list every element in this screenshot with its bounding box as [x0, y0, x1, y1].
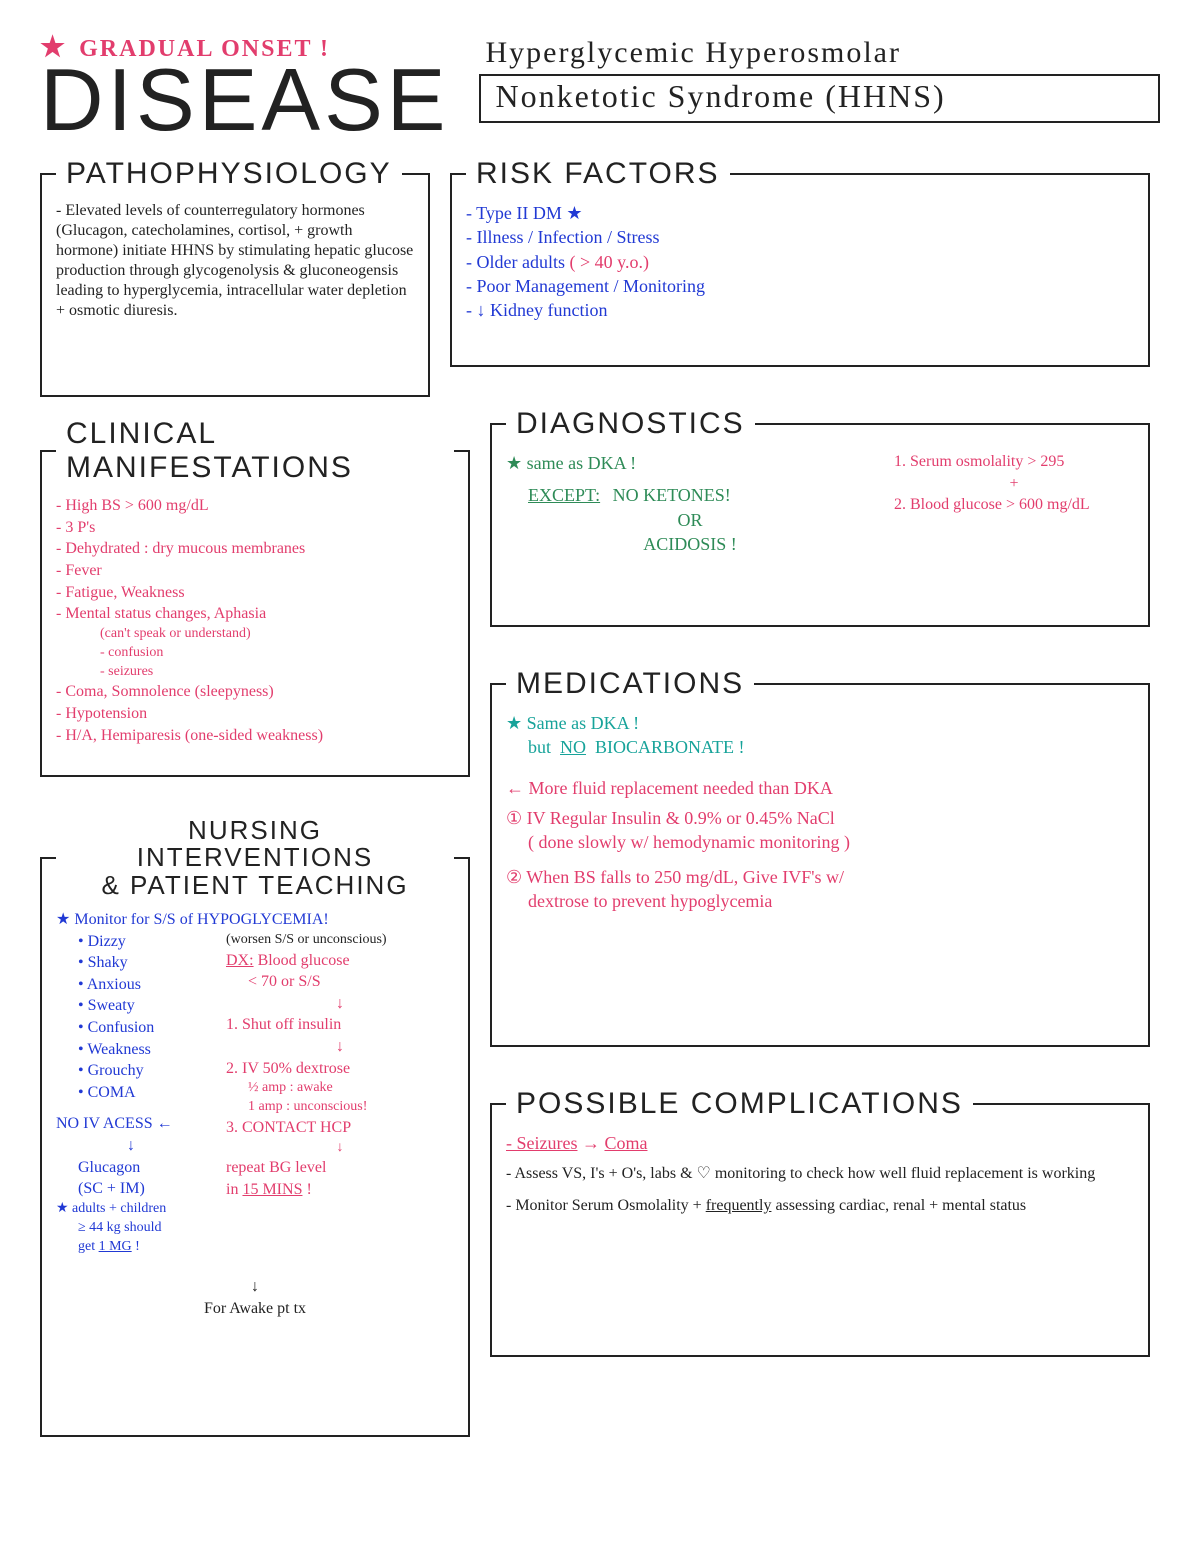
clin-item: - Dehydrated : dry mucous membranes: [56, 538, 454, 560]
diag-plus: +: [894, 473, 1134, 495]
step2a: ½ amp : awake: [226, 1079, 454, 1098]
clin-item: - Hypotension: [56, 703, 454, 725]
nursing-box: Nursing Interventions & Patient Teaching…: [40, 817, 470, 1437]
pathophysiology-box: Pathophysiology - Elevated levels of cou…: [40, 157, 430, 397]
header: ★ GRADUAL ONSET ! DISEASE Hyperglycemic …: [40, 30, 1160, 139]
title-line1: Hyperglycemic Hyperosmolar: [479, 36, 1160, 70]
arrow-icon: ↓: [226, 1036, 454, 1058]
comp-l3: - Monitor Serum Osmolality + frequently …: [506, 1195, 1134, 1217]
worsen: (worsen S/S or unconscious): [226, 931, 454, 950]
clinical-manifestations-box: Clinical Manifestations - High BS > 600 …: [40, 417, 470, 777]
awake: For Awake pt tx: [56, 1298, 454, 1320]
arrow-down-icon: ↓: [56, 1135, 206, 1157]
clin-item: - Coma, Somnolence (sleepyness): [56, 681, 454, 703]
ss-item: • Dizzy: [56, 931, 206, 953]
clin-item: - High BS > 600 mg/dL: [56, 495, 454, 517]
risk-item: - Poor Management / Monitoring: [466, 274, 1134, 298]
clin-item: - confusion: [56, 644, 454, 663]
risk-item: - ↓ Kidney function: [466, 298, 1134, 322]
risk-item: - Illness / Infection / Stress: [466, 225, 1134, 249]
meds-line: ( done slowly w/ hemodynamic monitoring …: [506, 830, 1134, 854]
header-left: ★ GRADUAL ONSET ! DISEASE: [40, 30, 449, 139]
step2b: 1 amp : unconscious!: [226, 1098, 454, 1117]
risk-factors-box: Risk Factors - Type II DM ★ - Illness / …: [450, 157, 1150, 367]
disease-label: DISEASE: [40, 60, 449, 139]
diag-acidosis: ACIDOSIS !: [506, 532, 874, 556]
diag-legend: Diagnostics: [506, 407, 755, 441]
step1: 1. Shut off insulin: [226, 1014, 454, 1036]
repeat: repeat BG level: [226, 1157, 454, 1179]
ss-item: • Anxious: [56, 974, 206, 996]
diag-or: OR: [506, 508, 874, 532]
glucagon: Glucagon: [56, 1157, 206, 1179]
repeat2: in 15 MINS !: [226, 1179, 454, 1201]
complications-box: Possible Complications - Seizures → Coma…: [490, 1087, 1150, 1357]
clin-legend: Clinical Manifestations: [56, 417, 454, 485]
content-grid: Pathophysiology - Elevated levels of cou…: [40, 157, 1160, 1457]
ss-item: • COMA: [56, 1082, 206, 1104]
title-box: Nonketotic Syndrome (HHNS): [479, 74, 1160, 123]
risk-legend: Risk Factors: [466, 157, 730, 191]
ss-item: • Confusion: [56, 1017, 206, 1039]
clin-item: - seizures: [56, 663, 454, 682]
ss-item: • Weakness: [56, 1039, 206, 1061]
diag-r1: 1. Serum osmolality > 295: [894, 451, 1134, 473]
dx: DX: Blood glucose: [226, 950, 454, 972]
no-iv: NO IV ACESS ←: [56, 1113, 206, 1135]
nurse-ss-col: • Dizzy • Shaky • Anxious • Sweaty • Con…: [56, 931, 206, 1257]
glucagon2: (SC + IM): [56, 1178, 206, 1200]
meds-legend: Medications: [506, 667, 754, 701]
step3: 3. CONTACT HCP: [226, 1117, 454, 1139]
clin-item: (can't speak or understand): [56, 625, 454, 644]
dose: ★ adults + children: [56, 1200, 206, 1219]
ss-item: • Grouchy: [56, 1060, 206, 1082]
header-right: Hyperglycemic Hyperosmolar Nonketotic Sy…: [479, 30, 1160, 123]
dose2: ≥ 44 kg should: [56, 1219, 206, 1238]
comp-l2: - Assess VS, I's + O's, labs & ♡ monitor…: [506, 1163, 1134, 1185]
meds-same: ★ Same as DKA !: [506, 711, 1134, 735]
diag-left: ★ same as DKA ! EXCEPT: NO KETONES! OR A…: [506, 451, 874, 556]
comp-legend: Possible Complications: [506, 1087, 973, 1121]
nurse-cols: • Dizzy • Shaky • Anxious • Sweaty • Con…: [56, 931, 454, 1257]
diag-content: ★ same as DKA ! EXCEPT: NO KETONES! OR A…: [506, 451, 1134, 556]
meds-line: ← More fluid replacement needed than DKA: [506, 776, 1134, 800]
risk-item: - Older adults ( > 40 y.o.): [466, 250, 1134, 274]
nurse-monitor: ★ Monitor for S/S of HYPOGLYCEMIA!: [56, 909, 454, 931]
arrow-icon: ↓: [226, 1139, 454, 1158]
ss-item: • Sweaty: [56, 995, 206, 1017]
nurse-steps-col: (worsen S/S or unconscious) DX: Blood gl…: [226, 931, 454, 1257]
arrow-icon: ↓: [226, 993, 454, 1015]
patho-text: - Elevated levels of counterregulatory h…: [56, 201, 414, 321]
meds-line: ① IV Regular Insulin & 0.9% or 0.45% NaC…: [506, 806, 1134, 830]
step2: 2. IV 50% dextrose: [226, 1058, 454, 1080]
meds-but: but NO BIOCARBONATE !: [506, 735, 1134, 759]
risk-item: - Type II DM ★: [466, 201, 1134, 225]
diag-except: EXCEPT: NO KETONES!: [506, 483, 874, 507]
dose3: get 1 MG !: [56, 1238, 206, 1257]
comp-l1: - Seizures → Coma: [506, 1131, 1134, 1155]
clin-item: - Fatigue, Weakness: [56, 582, 454, 604]
meds-line: ② When BS falls to 250 mg/dL, Give IVF's…: [506, 865, 1134, 889]
dx2: < 70 or S/S: [226, 971, 454, 993]
clin-item: - Mental status changes, Aphasia: [56, 603, 454, 625]
meds-line: dextrose to prevent hypoglycemia: [506, 889, 1134, 913]
diagnostics-box: Diagnostics ★ same as DKA ! EXCEPT: NO K…: [490, 407, 1150, 627]
diag-same: ★ same as DKA !: [506, 451, 874, 475]
awake-arrow-icon: ↓: [56, 1276, 454, 1298]
ss-item: • Shaky: [56, 952, 206, 974]
diag-r2: 2. Blood glucose > 600 mg/dL: [894, 494, 1134, 516]
diag-right: 1. Serum osmolality > 295 + 2. Blood glu…: [894, 451, 1134, 556]
medications-box: Medications ★ Same as DKA ! but NO BIOCA…: [490, 667, 1150, 1047]
clin-item: - Fever: [56, 560, 454, 582]
nurse-legend: Nursing Interventions & Patient Teaching: [56, 817, 454, 899]
clin-item: - H/A, Hemiparesis (one-sided weakness): [56, 725, 454, 747]
clin-item: - 3 P's: [56, 517, 454, 539]
patho-legend: Pathophysiology: [56, 157, 402, 191]
